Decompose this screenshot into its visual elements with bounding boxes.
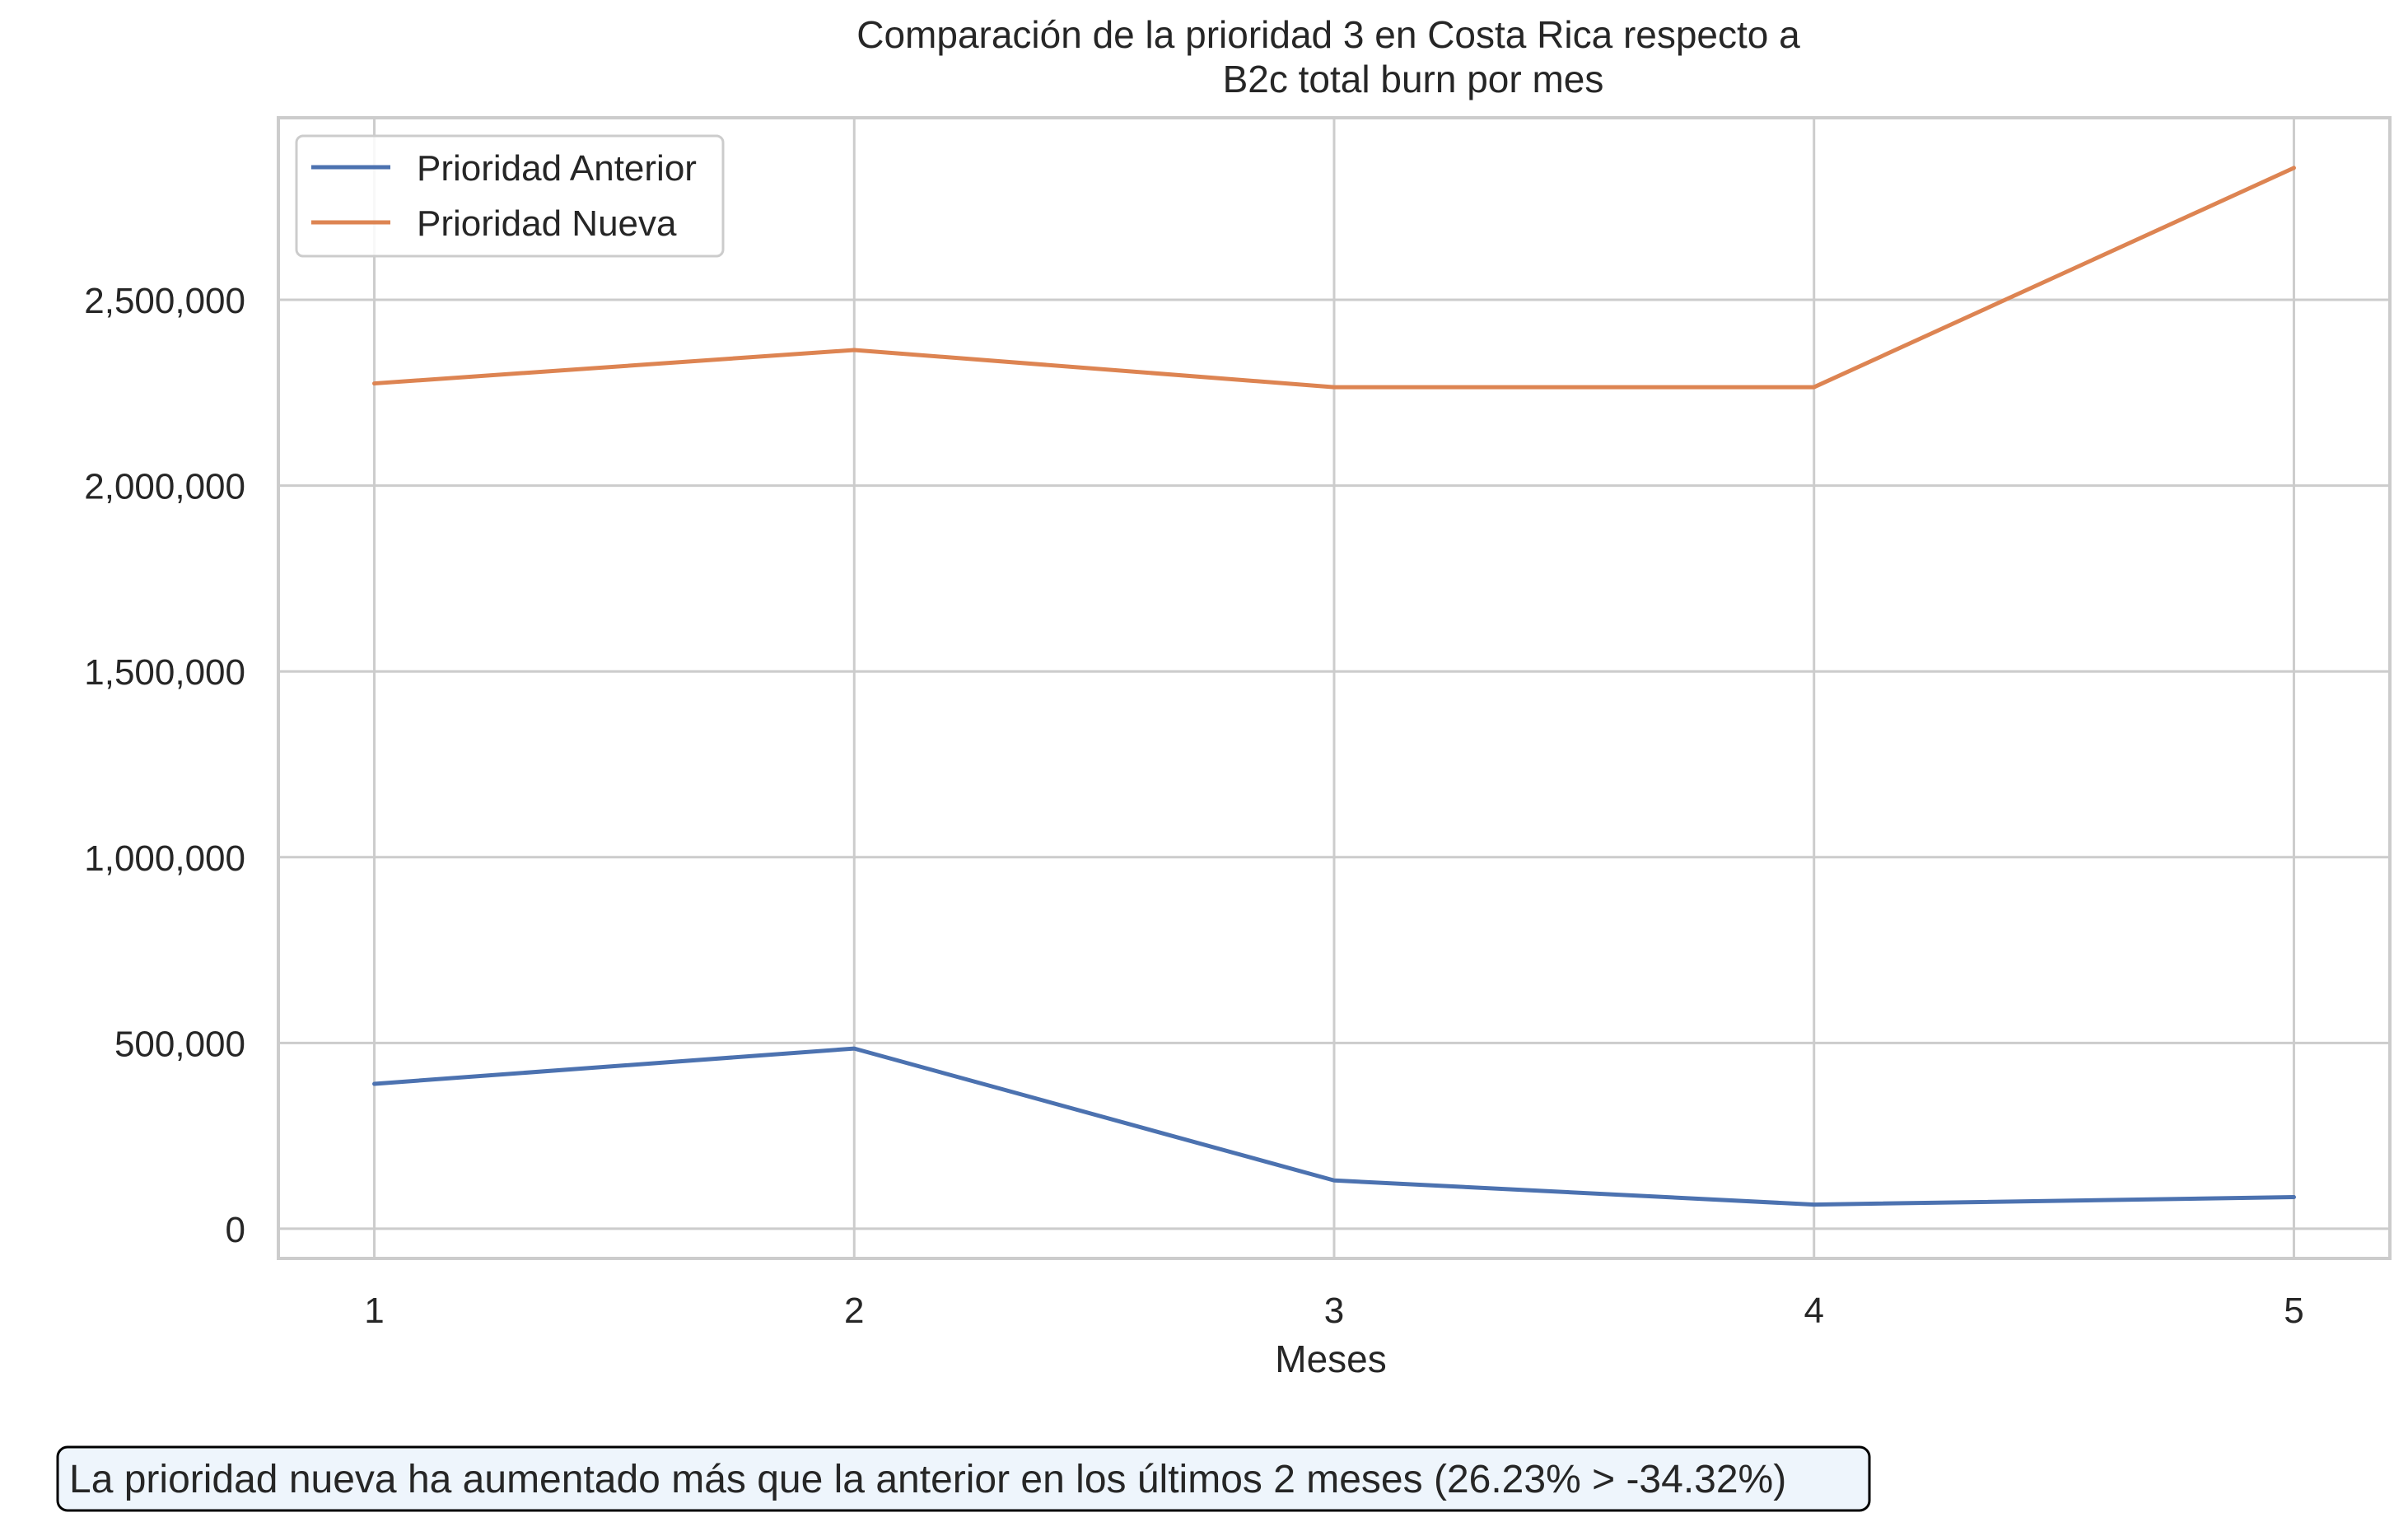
x-axis-tick-labels: 1 2 3 4 5 (364, 1291, 2303, 1331)
y-tick-label: 0 (226, 1210, 245, 1250)
grid-lines (278, 118, 2390, 1258)
y-tick-label: 2,000,000 (84, 467, 245, 507)
plot-area (277, 116, 2392, 1260)
x-tick-label: 4 (1804, 1291, 1823, 1331)
annotation-box (56, 1445, 1871, 1512)
legend: Prioridad Anterior Prioridad Nueva (295, 134, 725, 258)
x-tick-label: 5 (2284, 1291, 2303, 1331)
y-axis-tick-labels: 0 500,000 1,000,000 1,500,000 2,000,000 2,500… (84, 281, 245, 1250)
chart-title-line-2: B2c total burn por mes (1223, 58, 1604, 100)
x-axis-label: Meses (1275, 1338, 1386, 1380)
legend-label-prioridad-nueva: Prioridad Nueva (417, 203, 677, 244)
legend-box (295, 134, 725, 258)
x-tick-label: 3 (1324, 1291, 1344, 1331)
annotation: La prioridad nueva ha aumentado más que … (56, 1445, 1871, 1512)
y-tick-label: 2,500,000 (84, 281, 245, 321)
x-tick-label: 1 (364, 1291, 384, 1331)
chart-title-line-1: Comparación de la prioridad 3 en Costa R… (856, 13, 1800, 56)
plot-frame (277, 116, 2392, 1260)
legend-label-prioridad-anterior: Prioridad Anterior (417, 148, 697, 189)
series-lines (372, 166, 2296, 1207)
x-tick-label: 2 (844, 1291, 864, 1331)
annotation-text: La prioridad nueva ha aumentado más que … (69, 1458, 1786, 1501)
y-tick-label: 500,000 (114, 1024, 245, 1064)
y-tick-label: 1,000,000 (84, 838, 245, 879)
y-tick-label: 1,500,000 (84, 652, 245, 693)
